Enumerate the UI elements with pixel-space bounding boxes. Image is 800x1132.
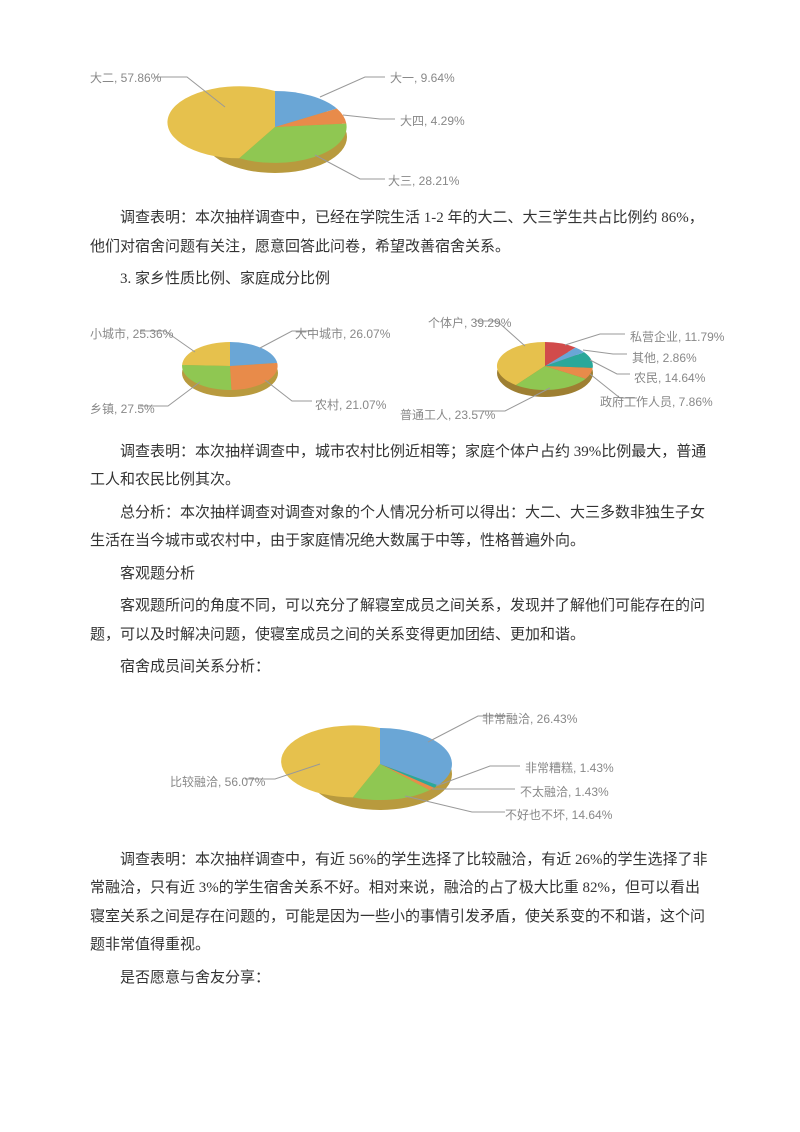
survey-para-2: 调查表明：本次抽样调查中，城市农村比例近相等；家庭个体户占约 39%比例最大，普… [90, 438, 710, 495]
section-heading-3: 3. 家乡性质比例、家庭成分比例 [90, 265, 710, 294]
survey-para-6: 宿舍成员间关系分析： [90, 653, 710, 682]
rel-label-very-good: 非常融洽, 26.43% [482, 708, 577, 731]
survey-para-7: 调查表明：本次抽样调查中，有近 56%的学生选择了比较融洽，有近 26%的学生选… [90, 846, 710, 960]
hometown-label-big-city: 大中城市, 26.07% [295, 323, 390, 346]
relationship-pie-chart: 非常融洽, 26.43% 非常糟糕, 1.43% 不太融洽, 1.43% 不好也… [90, 694, 710, 834]
rel-label-fairly-good: 比较融洽, 56.07% [170, 771, 265, 794]
family-label-farmer: 农民, 14.64% [634, 367, 705, 390]
family-label-worker: 普通工人, 23.57% [400, 404, 495, 427]
survey-para-5: 客观题所问的角度不同，可以充分了解寝室成员之间关系，发现并了解他们可能存在的问题… [90, 592, 710, 649]
family-label-gov: 政府工作人员, 7.86% [600, 391, 713, 414]
rel-label-very-bad: 非常糟糕, 1.43% [525, 757, 614, 780]
family-label-private: 私营企业, 11.79% [630, 326, 724, 349]
hometown-label-small-city: 小城市, 25.36% [90, 323, 173, 346]
grade-label-4: 大四, 4.29% [400, 110, 465, 133]
survey-para-1: 调查表明：本次抽样调查中，已经在学院生活 1-2 年的大二、大三学生共占比例约 … [90, 204, 710, 261]
hometown-family-charts: 小城市, 25.36% 大中城市, 26.07% 农村, 21.07% 乡镇, … [90, 306, 710, 426]
grade-pie-chart: 大二, 57.86% 大一, 9.64% 大四, 4.29% 大三, 28.21… [90, 52, 710, 192]
grade-label-3: 大三, 28.21% [388, 170, 459, 193]
hometown-label-town: 乡镇, 27.5% [90, 398, 155, 421]
grade-label-1: 大一, 9.64% [390, 67, 455, 90]
survey-para-3: 总分析：本次抽样调查对调查对象的个人情况分析可以得出：大二、大三多数非独生子女生… [90, 499, 710, 556]
grade-label-2: 大二, 57.86% [90, 67, 161, 90]
survey-para-8: 是否愿意与舍友分享： [90, 964, 710, 993]
rel-label-neutral: 不好也不坏, 14.64% [505, 804, 612, 827]
rel-label-not-good: 不太融洽, 1.43% [520, 781, 609, 804]
hometown-label-rural: 农村, 21.07% [315, 394, 386, 417]
survey-para-4: 客观题分析 [90, 560, 710, 589]
family-label-individual: 个体户, 39.29% [428, 312, 511, 335]
